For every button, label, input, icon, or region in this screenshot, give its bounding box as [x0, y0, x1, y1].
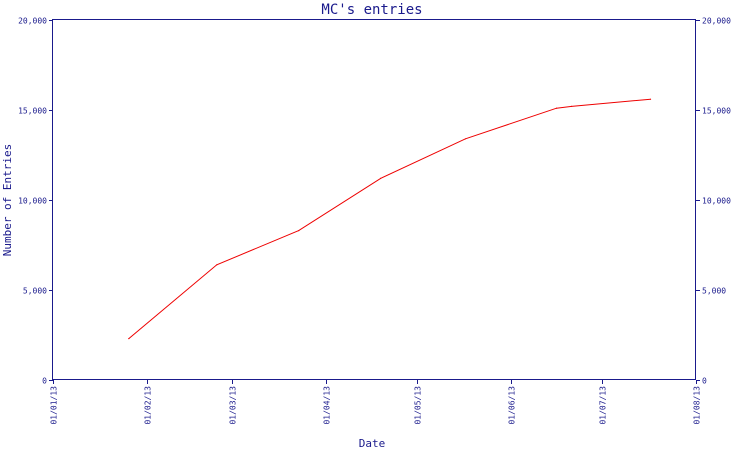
y-axis-title: Number of Entries: [1, 144, 14, 257]
x-tick-label: 01/02/13: [144, 386, 153, 425]
plot-frame: [52, 19, 696, 380]
y-tick-label-left: 20,000: [18, 17, 47, 26]
data-point: [380, 177, 382, 179]
series-layer: [128, 98, 652, 340]
x-tick-label: 01/06/13: [508, 386, 517, 425]
y-tick-label-right: 20,000: [702, 17, 731, 26]
y-tick-label-right: 0: [702, 377, 707, 386]
y-tick-label-right: 5,000: [702, 287, 726, 296]
data-point: [128, 338, 130, 340]
x-tick-label: 01/03/13: [229, 386, 238, 425]
x-axis-title: Date: [359, 437, 386, 450]
x-tick-label: 01/05/13: [414, 386, 423, 425]
y-tick-label-left: 5,000: [23, 287, 47, 296]
y-tick-label-left: 15,000: [18, 107, 47, 116]
x-tick-label: 01/04/13: [323, 386, 332, 425]
data-point: [571, 105, 573, 107]
x-tick-label: 01/08/13: [693, 386, 702, 425]
y-tick-label-left: 0: [42, 377, 47, 386]
data-point: [298, 230, 300, 232]
data-point: [555, 107, 558, 109]
y-tick-label-right: 15,000: [702, 107, 731, 116]
axis-ticks: 0 0 5,000 5,000 10,000 10,000 15,000 15,000 20,0…: [18, 17, 731, 425]
y-tick-label-left: 10,000: [18, 197, 47, 206]
y-tick-label-right: 10,000: [702, 197, 731, 206]
data-point: [649, 98, 652, 100]
data-point: [216, 264, 218, 266]
x-tick-label: 01/01/13: [50, 386, 59, 425]
x-tick-label: 01/07/13: [599, 386, 608, 425]
chart-title: MC's entries: [321, 2, 422, 18]
series-line: [128, 98, 651, 339]
data-point: [464, 138, 467, 140]
